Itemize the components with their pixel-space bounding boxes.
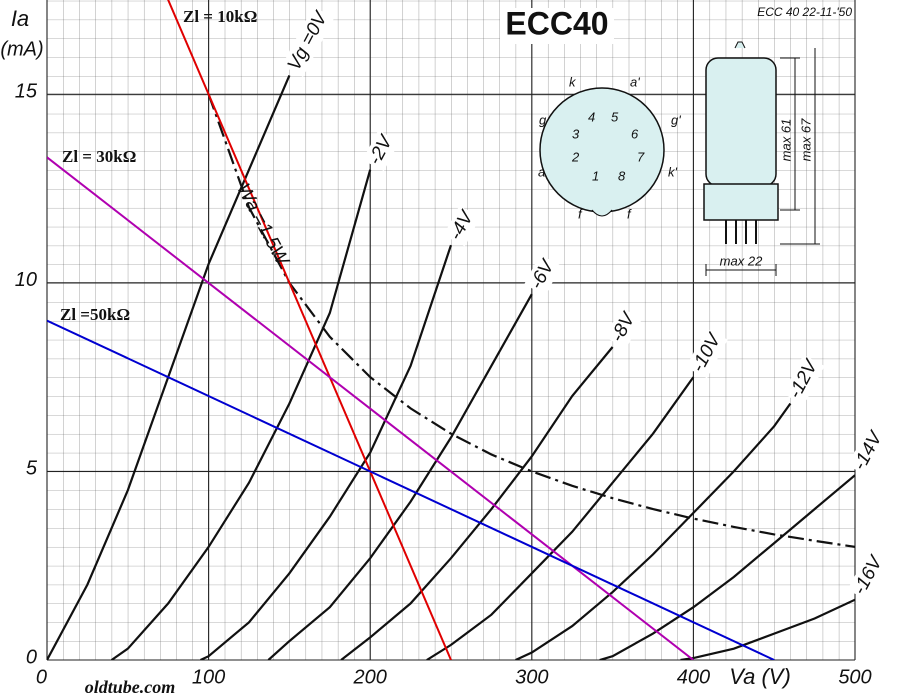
series-line bbox=[267, 293, 533, 660]
x-tick-label: 400 bbox=[677, 666, 710, 688]
dimension-label: max 22 bbox=[720, 253, 763, 268]
series-label-bg bbox=[362, 130, 400, 172]
y-axis-label: (mA) bbox=[0, 38, 43, 60]
series-line bbox=[426, 376, 695, 660]
series-label: Zl = 30kΩ bbox=[62, 147, 136, 166]
pin-label: g bbox=[539, 112, 547, 127]
pinout-diagram: k a' g g' a k' f f 4 5 3 6 2 7 1 8 bbox=[538, 74, 681, 221]
x-tick-label: 0 bbox=[36, 666, 47, 688]
pin-label: a bbox=[538, 164, 545, 179]
series-label-bg bbox=[281, 6, 335, 77]
pin-label: f bbox=[627, 206, 632, 221]
chart-title: ECC40 bbox=[505, 5, 608, 41]
pin-number: 5 bbox=[611, 109, 619, 124]
y-tick-label: 15 bbox=[15, 81, 38, 103]
pin-number: 7 bbox=[637, 149, 645, 164]
x-label-bg bbox=[725, 664, 795, 694]
pin-label: f bbox=[578, 206, 583, 221]
x-tick-label: 200 bbox=[353, 666, 387, 688]
pinout-base bbox=[539, 87, 665, 213]
series-label-bg bbox=[443, 205, 481, 247]
pin-number: 1 bbox=[592, 168, 599, 183]
x-tick-label: 300 bbox=[515, 666, 548, 688]
series-line bbox=[599, 474, 855, 660]
dimension-label: max 61 bbox=[778, 119, 793, 162]
pin-number: 6 bbox=[631, 126, 639, 141]
series-label-bg bbox=[605, 307, 643, 349]
series-label-bg bbox=[847, 550, 890, 602]
pin-label: k bbox=[569, 74, 577, 89]
series-label: Zl =50kΩ bbox=[60, 305, 130, 324]
series-label-bg bbox=[847, 426, 890, 477]
series-label: Zl = 10kΩ bbox=[183, 7, 257, 26]
tube-drawing: max 61 max 67 max 22 bbox=[703, 41, 820, 276]
title-bg bbox=[500, 8, 614, 44]
y-tick-label: 0 bbox=[26, 646, 37, 668]
y-axis-label: Ia bbox=[11, 6, 29, 31]
pin-number: 2 bbox=[571, 149, 580, 164]
watermark: oldtube.com bbox=[85, 677, 176, 697]
pin-label: g' bbox=[671, 112, 681, 127]
series-line bbox=[340, 346, 614, 660]
pin-label: k' bbox=[668, 164, 678, 179]
pin-number: 3 bbox=[572, 126, 580, 141]
y-tick-label: 5 bbox=[26, 458, 38, 480]
pin-number: 8 bbox=[618, 168, 626, 183]
series-line bbox=[167, 0, 452, 660]
series-label-bg bbox=[524, 254, 562, 296]
series-label-bg bbox=[685, 328, 728, 379]
x-tick-label: 100 bbox=[192, 666, 225, 688]
series-label-bg bbox=[782, 354, 825, 405]
pin-label: a' bbox=[630, 74, 640, 89]
x-tick-label: 500 bbox=[838, 666, 871, 688]
y-tick-label: 10 bbox=[15, 269, 37, 291]
series-line bbox=[200, 244, 453, 660]
pinout-key bbox=[591, 209, 613, 217]
chart-subtitle: ECC 40 22-11-'50 bbox=[757, 5, 852, 19]
pin-number: 4 bbox=[588, 109, 595, 124]
series-line bbox=[515, 402, 792, 660]
dimension-label: max 67 bbox=[798, 118, 813, 161]
x-axis-label: Va (V) bbox=[729, 664, 791, 689]
series-line bbox=[47, 156, 695, 660]
y-label-bg bbox=[0, 0, 44, 70]
plot-area bbox=[47, 0, 855, 660]
series-line bbox=[47, 319, 775, 660]
